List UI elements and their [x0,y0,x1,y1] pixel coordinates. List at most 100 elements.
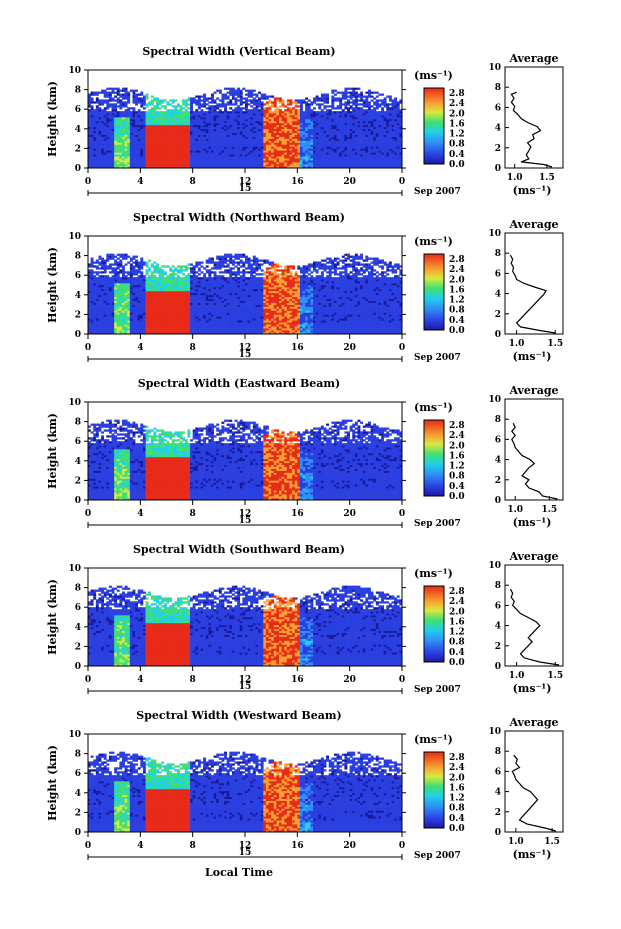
heatmap-cell [98,261,102,264]
heatmap-cell [148,109,152,112]
heatmap-cell [150,156,154,159]
heatmap-cell [347,91,350,94]
heatmap-cell [349,128,353,132]
heatmap-cell [242,142,246,145]
heatmap-cell [250,101,254,104]
heatmap-cell [234,164,238,167]
heatmap-cell [98,288,102,292]
heatmap-cell [95,166,99,169]
heatmap-cell [375,160,379,163]
heatmap-cell [137,304,141,307]
heatmap-cell [111,310,115,313]
heatmap-cell [90,277,94,280]
heatmap-cell [135,308,139,311]
heatmap-cell [108,122,112,126]
heatmap-cell [153,119,157,122]
heatmap-cell [111,160,115,163]
heatmap-cell [127,304,131,307]
heatmap-cell [378,117,382,120]
heatmap-cell [273,124,277,128]
heatmap-cell [142,119,146,122]
heatmap-cell [187,115,191,118]
heatmap-cell [218,160,222,163]
heatmap-cell [263,158,267,161]
heatmap-cell [176,144,180,147]
heatmap-cell [148,120,152,124]
heatmap-cell [375,148,379,151]
heatmap-cell [284,128,288,132]
heatmap-cell [95,286,99,290]
heatmap-cell [200,105,204,108]
heatmap-cell [174,132,178,135]
heatmap-cell [111,156,115,159]
heatmap-cell [349,113,353,116]
heatmap-cell [218,156,222,159]
heatmap-cell [229,160,233,163]
heatmap-cell [226,103,230,106]
heatmap-cell [108,255,112,258]
heatmap-cell [95,111,99,114]
heatmap-cell [231,154,235,157]
heatmap-cell [279,140,282,143]
heatmap-cell [169,113,173,116]
heatmap-cell [286,124,290,128]
heatmap-cell [250,122,254,126]
heatmap-cell [195,124,199,128]
heatmap-cell [373,138,377,141]
heatmap-cell [88,283,91,286]
heatmap-cell [111,314,115,317]
heatmap-cell [90,146,94,149]
heatmap-cell [354,97,358,100]
heatmap-cell [381,146,384,149]
heatmap-cell [95,292,99,296]
heatmap-cell [302,154,306,157]
heatmap-cell [98,279,102,282]
heatmap-cell [396,166,400,169]
heatmap-cell [127,290,131,294]
heatmap-cell [103,271,107,274]
heatmap-cell [218,148,222,151]
heatmap-cell [399,119,403,122]
heatmap-cell [255,162,259,165]
heatmap-cell [88,150,91,153]
heatmap-cell [367,93,371,96]
heatmap-cell [394,107,398,110]
heatmap-cell [263,107,267,110]
heatmap-cell [323,146,327,149]
heatmap-cell [292,154,296,157]
heatmap-cell [297,146,301,149]
heatmap-cell [252,111,256,114]
heatmap-cell [135,330,139,333]
heatmap-cell [127,154,131,157]
heatmap-cell [305,117,309,120]
heatmap-cell [106,107,110,110]
heatmap-cell [231,119,235,122]
heatmap-cell [124,290,128,294]
heatmap-cell [171,156,175,159]
heatmap-cell [331,103,335,106]
avg-y-tick-label: 2 [495,144,501,154]
heatmap-cell [208,148,212,151]
heatmap-cell [95,138,99,141]
heatmap-cell [205,122,209,126]
heatmap-cell [137,318,141,321]
heatmap-cell [258,130,261,134]
heatmap-cell [365,103,369,106]
heatmap-cell [331,97,335,100]
heatmap-cell [394,120,398,124]
heatmap-cell [276,109,280,112]
heatmap-cell [310,166,314,169]
average-title: Average [508,52,558,65]
heatmap-cell [381,120,384,124]
heatmap-cell [106,93,110,96]
heatmap-cell [171,162,175,165]
heatmap-cell [268,142,272,145]
heatmap-cell [218,152,222,155]
heatmap-cell [148,164,152,167]
heatmap-cell [116,257,120,260]
heatmap-cell [237,99,241,102]
heatmap-cell [101,328,104,331]
heatmap-cell [114,132,118,135]
heatmap-cell [360,134,364,137]
heatmap-cell [336,142,340,145]
